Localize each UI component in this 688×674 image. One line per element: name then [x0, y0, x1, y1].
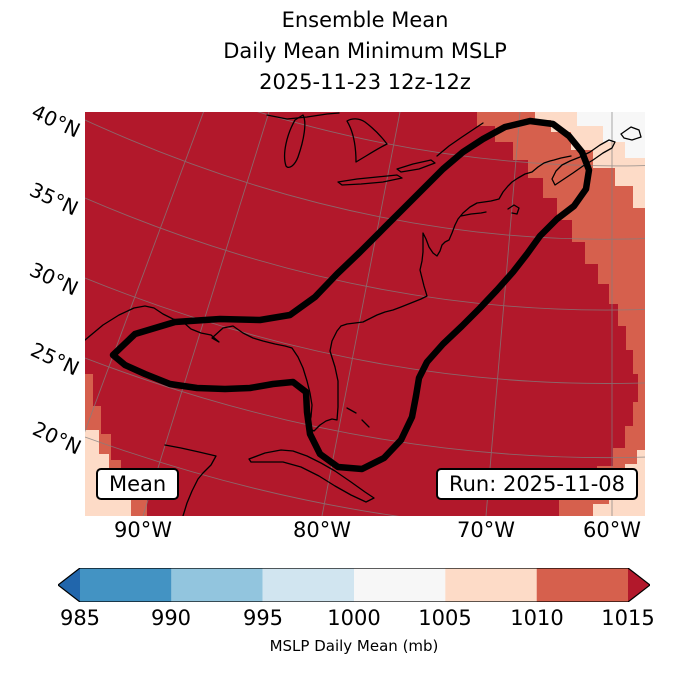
- lake-ontario: [396, 159, 436, 173]
- lat-label-40n: 40°N: [28, 99, 84, 143]
- lon-label-70w: 70°W: [457, 518, 515, 542]
- colorbar-seg-985-990: [80, 568, 172, 602]
- meridian-70w: [485, 112, 521, 516]
- coast-gulf-atlantic: [85, 155, 572, 432]
- mslp-contour: [109, 117, 593, 473]
- lat-label-30n: 30°N: [26, 257, 82, 301]
- colorbar-seg-990-995: [171, 568, 263, 602]
- colorbar-tick-1010: 1010: [510, 606, 564, 630]
- bahamas: [346, 407, 370, 428]
- parallel-30n: [85, 277, 645, 384]
- meridian-90w: [142, 112, 270, 516]
- parallel-35n: [85, 197, 645, 311]
- colorbar-tick-1015: 1015: [601, 606, 655, 630]
- coast-nova-scotia: [551, 139, 616, 186]
- lon-label-60w: 60°W: [583, 518, 641, 542]
- colorbar-tick-1005: 1005: [418, 606, 472, 630]
- lat-label-20n: 20°N: [29, 416, 85, 460]
- lat-label-25n: 25°N: [27, 337, 83, 381]
- colorbar-seg-1005-1010: [445, 568, 537, 602]
- lake-erie: [337, 174, 403, 186]
- mslp-map: [85, 112, 645, 516]
- colorbar-tick-985: 985: [59, 606, 101, 630]
- coast-cuba: [248, 449, 375, 503]
- coast-long-island: [460, 211, 487, 217]
- lake-michigan: [283, 114, 306, 169]
- fill-1000-1005-northeast: [577, 112, 645, 158]
- parallel-40n: [85, 119, 645, 240]
- lon-label-80w: 80°W: [293, 518, 351, 542]
- meridian-80w: [321, 112, 401, 516]
- colorbar-tick-995: 995: [242, 606, 284, 630]
- mean-box: Mean: [96, 468, 180, 500]
- lake-superior: [266, 112, 340, 120]
- coast-yucatan: [164, 444, 217, 516]
- coast-newfoundland: [620, 126, 642, 141]
- title-line-1: Ensemble Mean: [281, 8, 449, 32]
- colorbar-under-arrow: [58, 568, 80, 602]
- colorbar: [58, 568, 650, 602]
- lat-label-35n: 35°N: [26, 177, 82, 221]
- figure-title: Ensemble Mean Daily Mean Minimum MSLP 20…: [85, 5, 645, 98]
- lon-label-90w: 90°W: [114, 518, 172, 542]
- run-box: Run: 2025-11-08: [435, 468, 638, 500]
- colorbar-label: MSLP Daily Mean (mb): [269, 637, 439, 655]
- parallel-20n: [85, 436, 400, 516]
- parallel-25n: [85, 357, 645, 459]
- colorbar-over-arrow: [628, 568, 650, 602]
- meridian-95w: [85, 112, 204, 433]
- st-lawrence: [436, 122, 484, 157]
- colorbar-tick-990: 990: [150, 606, 192, 630]
- coastlines: [85, 112, 642, 516]
- lake-huron: [346, 118, 388, 163]
- title-line-3: 2025-11-23 12z-12z: [259, 70, 471, 94]
- title-line-2: Daily Mean Minimum MSLP: [223, 39, 507, 63]
- colorbar-seg-995-1000: [262, 568, 355, 602]
- colorbar-seg-1010-1015: [536, 568, 629, 602]
- colorbar-seg-1000-1005: [354, 568, 446, 602]
- coast-cape-cod: [507, 204, 520, 215]
- colorbar-tick-1000: 1000: [327, 606, 381, 630]
- fill-over-1015: [85, 112, 638, 516]
- graticule: [85, 112, 645, 516]
- parallel-45n: [257, 112, 645, 167]
